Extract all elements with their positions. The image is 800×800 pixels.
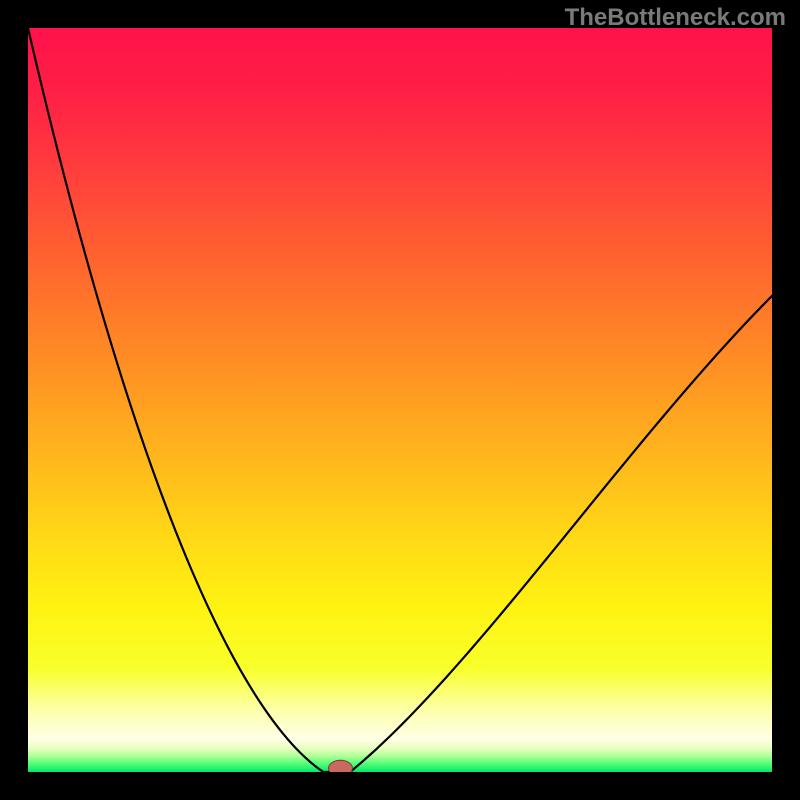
chart-svg	[28, 28, 772, 772]
plot-area	[28, 28, 772, 772]
watermark-text: TheBottleneck.com	[565, 4, 786, 32]
optimal-point-marker	[328, 760, 352, 772]
gradient-background	[28, 28, 772, 772]
